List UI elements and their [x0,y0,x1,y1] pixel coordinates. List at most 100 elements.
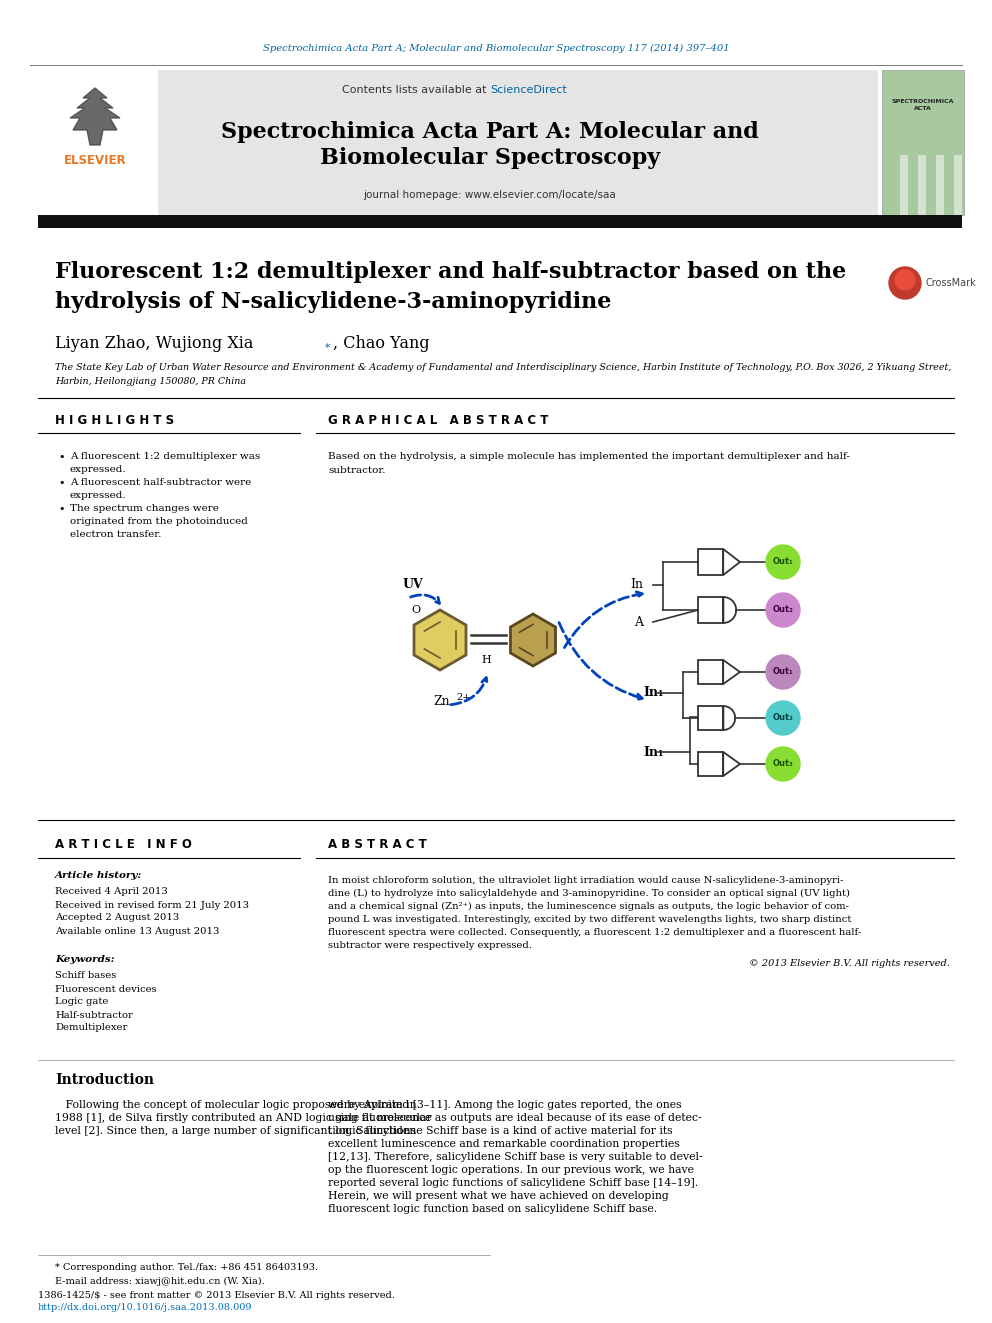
Text: SPECTROCHIMICA
ACTA: SPECTROCHIMICA ACTA [892,99,954,111]
Polygon shape [723,706,735,730]
Text: Zn: Zn [433,695,449,708]
Text: In₁: In₁ [643,745,664,758]
Text: expressed.: expressed. [70,491,127,500]
Text: Accepted 2 August 2013: Accepted 2 August 2013 [55,913,180,922]
Text: fluorescent spectra were collected. Consequently, a fluorescent 1:2 demultiplexe: fluorescent spectra were collected. Cons… [328,927,861,937]
Polygon shape [897,287,913,299]
Text: A R T I C L E   I N F O: A R T I C L E I N F O [55,839,191,852]
Polygon shape [70,89,120,146]
Text: A fluorescent half-subtractor were: A fluorescent half-subtractor were [70,478,251,487]
Text: http://dx.doi.org/10.1016/j.saa.2013.08.009: http://dx.doi.org/10.1016/j.saa.2013.08.… [38,1303,253,1312]
Circle shape [766,701,800,736]
Text: A B S T R A C T: A B S T R A C T [328,839,427,852]
Text: *: * [325,343,330,353]
Text: excellent luminescence and remarkable coordination properties: excellent luminescence and remarkable co… [328,1139,680,1148]
Text: CrossMark: CrossMark [925,278,976,288]
Text: Fluorescent 1:2 demultiplexer and half-subtractor based on the: Fluorescent 1:2 demultiplexer and half-s… [55,261,846,283]
Text: Half-subtractor: Half-subtractor [55,1011,133,1020]
Text: Article history:: Article history: [55,871,142,880]
FancyBboxPatch shape [954,155,962,216]
Text: using fluorescence as outputs are ideal because of its ease of detec-: using fluorescence as outputs are ideal … [328,1113,701,1123]
Text: Schiff bases: Schiff bases [55,971,116,980]
Polygon shape [511,614,556,665]
Text: •: • [58,452,64,462]
Text: Spectrochimica Acta Part A: Molecular and: Spectrochimica Acta Part A: Molecular an… [221,120,759,143]
Text: Received in revised form 21 July 2013: Received in revised form 21 July 2013 [55,901,249,909]
Circle shape [766,655,800,689]
Circle shape [766,747,800,781]
Text: and a chemical signal (Zn²⁺) as inputs, the luminescence signals as outputs, the: and a chemical signal (Zn²⁺) as inputs, … [328,902,849,912]
Text: hydrolysis of N-salicylidene-3-aminopyridine: hydrolysis of N-salicylidene-3-aminopyri… [55,291,611,314]
Text: Contents lists available at: Contents lists available at [342,85,490,95]
Circle shape [895,270,915,290]
Text: were exploited [3–11]. Among the logic gates reported, the ones: were exploited [3–11]. Among the logic g… [328,1099,682,1110]
Text: journal homepage: www.elsevier.com/locate/saa: journal homepage: www.elsevier.com/locat… [364,191,616,200]
FancyBboxPatch shape [698,549,723,576]
Circle shape [766,545,800,579]
Text: Biomolecular Spectroscopy: Biomolecular Spectroscopy [319,147,660,169]
Text: A fluorescent 1:2 demultiplexer was: A fluorescent 1:2 demultiplexer was [70,452,260,460]
Text: Out₁: Out₁ [773,668,794,676]
Text: Based on the hydrolysis, a simple molecule has implemented the important demulti: Based on the hydrolysis, a simple molecu… [328,452,850,460]
Text: UV: UV [403,578,424,591]
Text: A: A [634,615,643,628]
FancyBboxPatch shape [918,155,926,216]
Text: subtractor were respectively expressed.: subtractor were respectively expressed. [328,941,532,950]
FancyBboxPatch shape [38,70,158,216]
Text: 1386-1425/$ - see front matter © 2013 Elsevier B.V. All rights reserved.: 1386-1425/$ - see front matter © 2013 El… [38,1290,395,1299]
FancyBboxPatch shape [900,155,908,216]
Text: dine (L) to hydrolyze into salicylaldehyde and 3-aminopyridine. To consider an o: dine (L) to hydrolyze into salicylaldehy… [328,889,850,898]
Text: •: • [58,504,64,515]
Polygon shape [414,610,466,669]
Circle shape [766,593,800,627]
Text: ELSEVIER: ELSEVIER [63,153,126,167]
FancyBboxPatch shape [882,70,964,216]
Text: H I G H L I G H T S: H I G H L I G H T S [55,414,175,426]
Text: tion. Salicylidene Schiff base is a kind of active material for its: tion. Salicylidene Schiff base is a kind… [328,1126,673,1136]
Text: Out₁: Out₁ [773,557,794,566]
Text: originated from the photoinduced: originated from the photoinduced [70,517,248,527]
Text: •: • [58,478,64,488]
Text: electron transfer.: electron transfer. [70,531,162,538]
FancyBboxPatch shape [936,155,944,216]
Text: Keywords:: Keywords: [55,955,115,964]
Text: G R A P H I C A L   A B S T R A C T: G R A P H I C A L A B S T R A C T [328,414,549,426]
Text: Out₃: Out₃ [773,759,794,769]
Text: In: In [630,578,643,591]
Text: O: O [412,605,421,615]
FancyBboxPatch shape [698,597,723,623]
Text: © 2013 Elsevier B.V. All rights reserved.: © 2013 Elsevier B.V. All rights reserved… [749,958,950,967]
FancyBboxPatch shape [38,216,962,228]
Polygon shape [723,549,740,576]
Circle shape [889,267,921,299]
Text: In₁: In₁ [643,687,664,700]
Text: expressed.: expressed. [70,464,127,474]
Text: level [2]. Since then, a large number of significant logic functions: level [2]. Since then, a large number of… [55,1126,416,1136]
Text: , Chao Yang: , Chao Yang [333,335,430,352]
Text: Spectrochimica Acta Part A; Molecular and Biomolecular Spectroscopy 117 (2014) 3: Spectrochimica Acta Part A; Molecular an… [263,44,729,53]
FancyBboxPatch shape [698,751,723,777]
Text: Demultiplexer: Demultiplexer [55,1024,127,1032]
Text: reported several logic functions of salicylidene Schiff base [14–19].: reported several logic functions of sali… [328,1177,698,1188]
Polygon shape [723,751,740,777]
Text: [12,13]. Therefore, salicylidene Schiff base is very suitable to devel-: [12,13]. Therefore, salicylidene Schiff … [328,1152,702,1162]
Text: Introduction: Introduction [55,1073,154,1088]
FancyBboxPatch shape [698,706,723,730]
Polygon shape [723,597,736,623]
Text: Liyan Zhao, Wujiong Xia: Liyan Zhao, Wujiong Xia [55,335,253,352]
Text: 2+: 2+ [456,693,470,703]
Text: Following the concept of molecular logic proposed by Aviram in: Following the concept of molecular logic… [55,1099,417,1110]
Text: op the fluorescent logic operations. In our previous work, we have: op the fluorescent logic operations. In … [328,1166,694,1175]
Text: Herein, we will present what we have achieved on developing: Herein, we will present what we have ach… [328,1191,669,1201]
Text: ScienceDirect: ScienceDirect [490,85,566,95]
Text: fluorescent logic function based on salicylidene Schiff base.: fluorescent logic function based on sali… [328,1204,657,1215]
Text: Out₂: Out₂ [773,713,794,722]
Text: In moist chloroform solution, the ultraviolet light irradiation would cause N-sa: In moist chloroform solution, the ultrav… [328,876,843,885]
Text: subtractor.: subtractor. [328,466,386,475]
FancyBboxPatch shape [158,70,878,216]
Text: Fluorescent devices: Fluorescent devices [55,984,157,994]
Text: pound L was investigated. Interestingly, excited by two different wavelengths li: pound L was investigated. Interestingly,… [328,916,851,923]
Text: Logic gate: Logic gate [55,998,108,1007]
Text: Harbin, Heilongjiang 150080, PR China: Harbin, Heilongjiang 150080, PR China [55,377,246,386]
Text: * Corresponding author. Tel./fax: +86 451 86403193.: * Corresponding author. Tel./fax: +86 45… [55,1263,318,1273]
